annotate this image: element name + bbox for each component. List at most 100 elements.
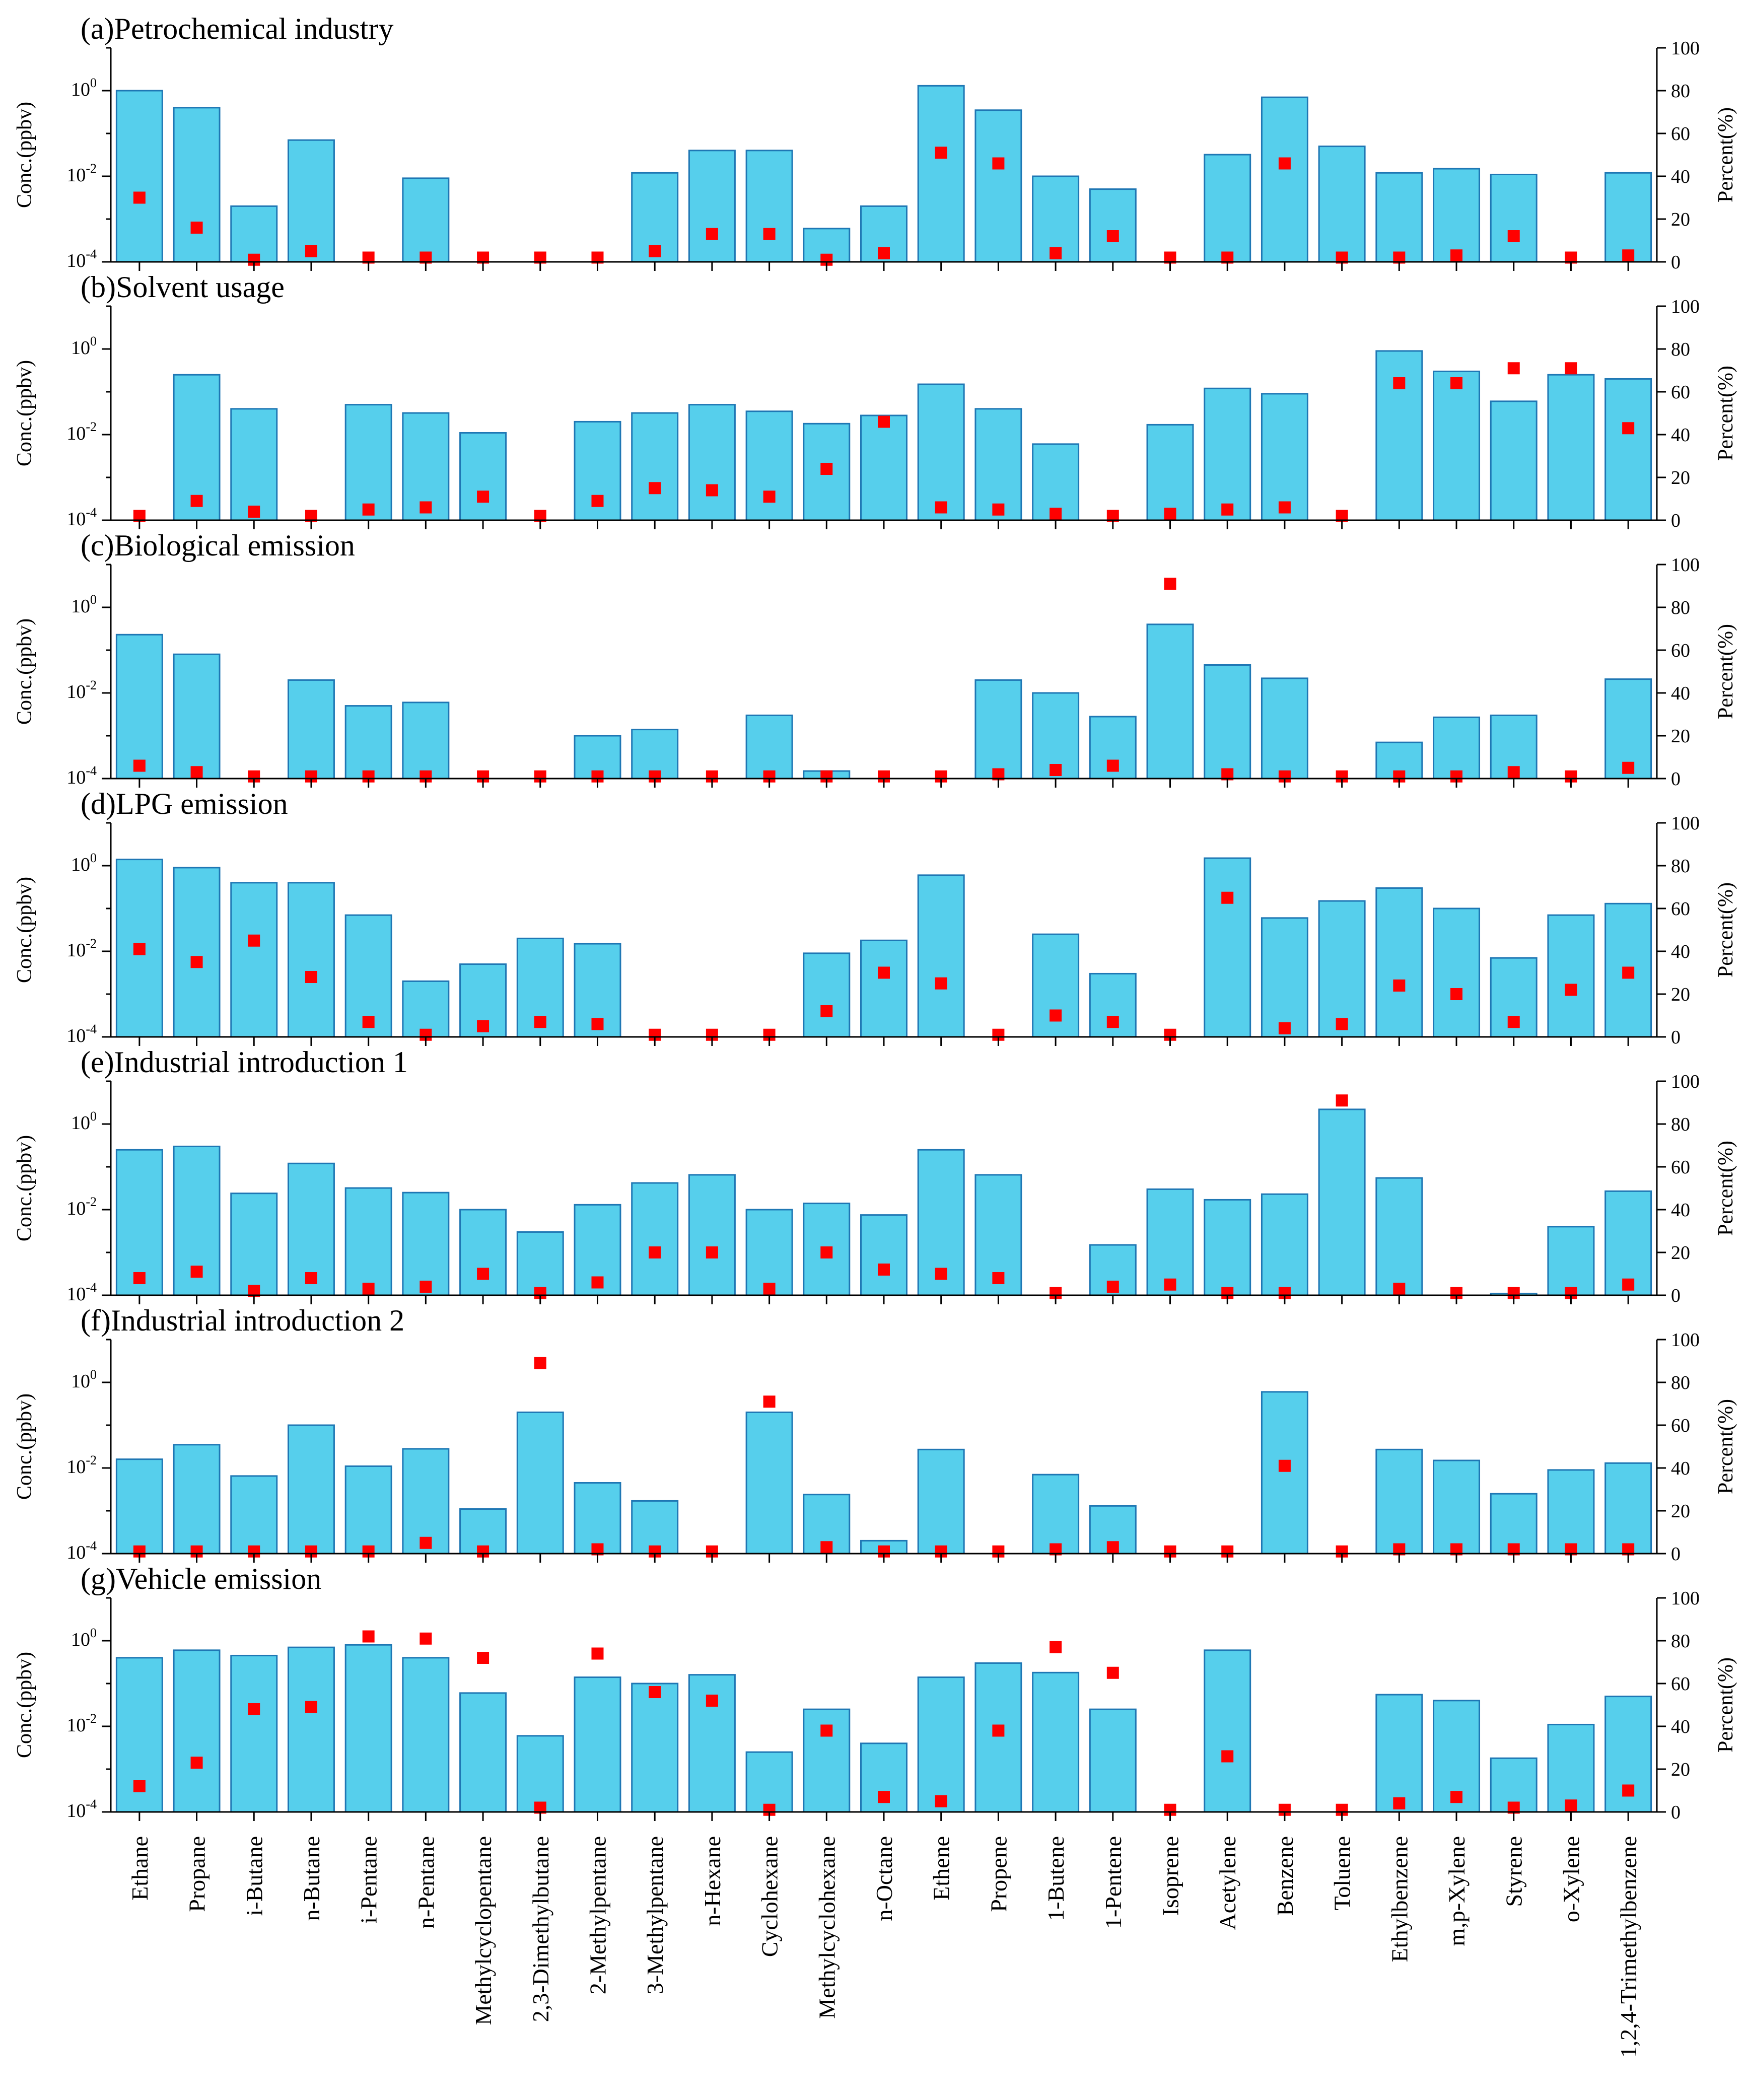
right-axis-label: Percent(%) <box>1714 366 1737 461</box>
percent-marker <box>1106 1541 1119 1554</box>
conc-bar <box>1375 1177 1423 1296</box>
percent-marker <box>1393 1797 1406 1809</box>
right-tick-label: 80 <box>1671 1631 1690 1652</box>
category-label: n-Octane <box>871 1836 897 1921</box>
panel-title: (e)Industrial introduction 1 <box>81 1045 408 1079</box>
panel-c: 100 10-2 10-4 0 20 40 60 80 100 Conc.(ppbv) Percen… <box>13 529 1737 790</box>
percent-marker <box>248 1703 260 1715</box>
category-label: Cyclohexane <box>757 1836 783 1957</box>
conc-bar <box>917 383 965 521</box>
left-tick-label: 10-4 <box>66 505 97 530</box>
conc-bar <box>1204 387 1251 521</box>
conc-bar <box>402 702 450 780</box>
percent-marker <box>1221 1750 1234 1763</box>
right-axis-label: Percent(%) <box>1714 1657 1737 1753</box>
conc-bar <box>631 1683 679 1813</box>
percent-marker <box>820 1005 833 1017</box>
panel-d: 100 10-2 10-4 0 20 40 60 80 100 Conc.(ppbv) Percen… <box>13 787 1737 1048</box>
right-tick-label: 0 <box>1671 1802 1681 1823</box>
right-tick-label: 80 <box>1671 1114 1690 1135</box>
percent-marker <box>992 1724 1005 1737</box>
conc-bar <box>1604 1462 1652 1555</box>
conc-bar <box>516 1231 564 1296</box>
conc-bar <box>574 1482 621 1555</box>
percent-marker <box>878 966 890 979</box>
percent-marker <box>706 1695 718 1707</box>
percent-marker <box>1622 1278 1635 1291</box>
percent-marker <box>305 245 317 257</box>
conc-bar <box>459 1692 507 1813</box>
conc-bar <box>402 177 450 263</box>
right-tick-label: 60 <box>1671 898 1690 920</box>
conc-bar <box>287 1646 335 1813</box>
percent-marker <box>1450 249 1463 262</box>
percent-marker <box>1106 230 1119 242</box>
conc-bar <box>974 679 1022 780</box>
conc-bar <box>402 980 450 1038</box>
right-tick-label: 60 <box>1671 640 1690 661</box>
panel-g: 100 10-2 10-4 0 20 40 60 80 100 Conc.(ppbv) Percen… <box>13 1562 1737 1823</box>
right-tick-label: 40 <box>1671 941 1690 962</box>
conc-bar <box>1433 370 1481 521</box>
right-tick-label: 20 <box>1671 726 1690 747</box>
right-tick-label: 80 <box>1671 856 1690 877</box>
right-tick-label: 20 <box>1671 984 1690 1005</box>
conc-bar <box>1146 623 1194 780</box>
conc-bar <box>1375 887 1423 1038</box>
right-tick-label: 0 <box>1671 510 1681 531</box>
conc-bar <box>230 408 278 521</box>
percent-marker <box>1050 764 1062 776</box>
category-label: Ethane <box>127 1836 153 1901</box>
conc-bar <box>402 1448 450 1555</box>
category-label: o-Xylene <box>1558 1836 1584 1922</box>
panel-b: 100 10-2 10-4 0 20 40 60 80 100 Conc.(ppbv) Percen… <box>13 270 1737 531</box>
left-tick-label: 10-2 <box>66 419 97 444</box>
percent-marker <box>420 1281 432 1293</box>
percent-marker <box>305 971 317 983</box>
percent-marker <box>1622 966 1635 979</box>
left-tick-label: 10-4 <box>66 1280 97 1305</box>
percent-marker <box>1221 503 1234 516</box>
percent-marker <box>878 415 890 428</box>
conc-bar <box>745 410 793 521</box>
conc-bar <box>1547 374 1595 521</box>
category-label: n-Pentane <box>413 1836 439 1929</box>
percent-marker <box>1336 1018 1348 1030</box>
percent-marker <box>992 157 1005 170</box>
conc-bar <box>115 1458 163 1555</box>
conc-bar <box>173 867 221 1038</box>
conc-bar <box>402 1657 450 1813</box>
conc-bar <box>1604 378 1652 521</box>
category-label: Ethene <box>929 1836 954 1901</box>
left-tick-label: 100 <box>71 851 97 875</box>
percent-marker <box>1393 1283 1406 1295</box>
conc-bar <box>1433 716 1481 780</box>
conc-bar <box>1204 1649 1251 1813</box>
percent-marker <box>935 1268 947 1280</box>
conc-bar <box>1490 400 1538 521</box>
conc-bar <box>1204 857 1251 1038</box>
left-axis-label: Conc.(ppbv) <box>13 1652 36 1758</box>
right-axis-label: Percent(%) <box>1714 107 1737 202</box>
conc-bar <box>1547 1723 1595 1813</box>
percent-marker <box>362 1630 375 1643</box>
percent-marker <box>133 1272 146 1284</box>
right-tick-label: 60 <box>1671 1157 1690 1178</box>
percent-marker <box>1164 578 1176 590</box>
percent-marker <box>477 1268 490 1280</box>
percent-marker <box>1507 230 1520 242</box>
percent-marker <box>649 1686 661 1698</box>
percent-marker <box>1507 362 1520 375</box>
category-label: Styrene <box>1501 1836 1527 1907</box>
percent-marker <box>935 501 947 514</box>
left-tick-label: 100 <box>71 334 97 359</box>
right-axis-label: Percent(%) <box>1714 624 1737 719</box>
percent-marker <box>362 1016 375 1028</box>
percent-marker <box>305 1701 317 1713</box>
right-tick-label: 20 <box>1671 1242 1690 1264</box>
percent-marker <box>591 1018 604 1030</box>
percent-marker <box>420 1632 432 1645</box>
conc-bar <box>1261 393 1308 521</box>
conc-bar <box>860 1214 907 1296</box>
left-tick-label: 100 <box>71 1626 97 1650</box>
